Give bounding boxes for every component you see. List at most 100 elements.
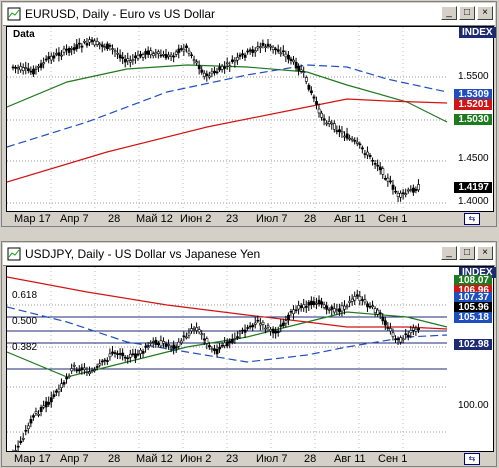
candle (111, 351, 114, 354)
candle (259, 46, 262, 48)
candle (32, 415, 35, 418)
candle (279, 324, 283, 327)
price-level-tag: 1.4197 (454, 182, 492, 193)
x-axis-date-label: Авг 11 (334, 213, 366, 225)
eurusd-chart-window: EURUSD, Daily - Euro vs US Dollar _ □ × … (1, 1, 497, 227)
candle (187, 50, 191, 54)
candle (330, 122, 334, 125)
x-axis-date-label: 28 (304, 453, 317, 465)
candle (24, 429, 28, 432)
candle (236, 336, 239, 338)
candle (118, 353, 122, 355)
candle (238, 54, 242, 57)
candle (83, 367, 86, 370)
usdjpy-plot-area[interactable]: INDEX (6, 266, 496, 452)
candle (361, 147, 364, 150)
price-level-tag: 1.5309 (454, 89, 492, 100)
x-axis-date-label: Июн 2 (180, 453, 212, 465)
candle (16, 67, 20, 70)
candle (70, 48, 74, 50)
maximize-button[interactable]: □ (459, 6, 475, 20)
scroll-toggle-icon[interactable]: ⇆ (464, 213, 480, 225)
candle (218, 346, 222, 350)
candle (358, 296, 362, 301)
candle (338, 308, 341, 313)
candle (14, 67, 18, 69)
candle (190, 328, 194, 332)
candle (185, 45, 188, 49)
candle (162, 54, 165, 56)
candle (55, 53, 58, 55)
candle (363, 299, 367, 303)
price-level-tag: 105.18 (454, 312, 492, 323)
candle (88, 39, 92, 43)
price-level-tag: 102.98 (454, 339, 492, 350)
candle (269, 328, 273, 332)
candle (406, 334, 410, 338)
candle (315, 302, 318, 305)
candle (62, 48, 66, 53)
candle (90, 39, 94, 42)
price-level-tag: 107.37 (454, 292, 492, 303)
x-axis-date-label: Июл 7 (256, 453, 288, 465)
minimize-button[interactable]: _ (441, 246, 457, 260)
candle (271, 46, 275, 50)
candle (139, 53, 143, 57)
candle (243, 329, 247, 333)
candle (144, 51, 148, 55)
candle (343, 135, 347, 138)
candle (248, 49, 252, 52)
candle (312, 96, 316, 99)
candle (70, 368, 74, 372)
candle (65, 377, 69, 380)
eurusd-titlebar[interactable]: EURUSD, Daily - Euro vs US Dollar _ □ × (3, 3, 495, 26)
scroll-toggle-icon[interactable]: ⇆ (464, 453, 480, 465)
candle (72, 364, 76, 367)
fibonacci-level-label: 0.382 (12, 342, 38, 353)
minimize-button[interactable]: _ (441, 6, 457, 20)
candle (350, 138, 354, 141)
candle (238, 331, 242, 335)
candle (93, 369, 97, 371)
candle (274, 330, 278, 334)
ma-slow-line (7, 98, 448, 183)
candle (368, 306, 372, 308)
candle (126, 357, 130, 360)
candle (335, 309, 339, 311)
candle (218, 66, 222, 71)
candle (24, 67, 28, 69)
candle (299, 305, 303, 308)
close-button[interactable]: × (477, 246, 493, 260)
candle (21, 67, 25, 71)
candle (396, 338, 400, 341)
candle (85, 43, 89, 46)
candle (134, 353, 137, 359)
candle (327, 121, 331, 125)
candle (322, 118, 326, 121)
candle (307, 301, 311, 306)
candle (348, 300, 352, 303)
maximize-button[interactable]: □ (459, 246, 475, 260)
candle (113, 50, 117, 53)
eurusd-plot-area[interactable]: Data INDEX (6, 26, 496, 212)
candle (19, 66, 23, 71)
candle (389, 328, 392, 332)
candle (394, 338, 398, 341)
candle (378, 312, 382, 315)
candle (121, 56, 125, 59)
candle (376, 309, 380, 315)
usdjpy-titlebar[interactable]: USDJPY, Daily - US Dollar vs Japanese Ye… (3, 243, 495, 266)
candle (417, 184, 420, 191)
candle (248, 325, 252, 328)
close-button[interactable]: × (477, 6, 493, 20)
candle (32, 68, 35, 75)
candle (37, 65, 41, 68)
candle (67, 48, 71, 53)
candle (251, 49, 255, 54)
ma-mid-line (7, 64, 448, 148)
x-axis-date-label: Июл 7 (256, 213, 288, 225)
candle (197, 329, 201, 333)
candle (60, 383, 63, 388)
candle (129, 353, 132, 358)
candle (246, 50, 250, 53)
